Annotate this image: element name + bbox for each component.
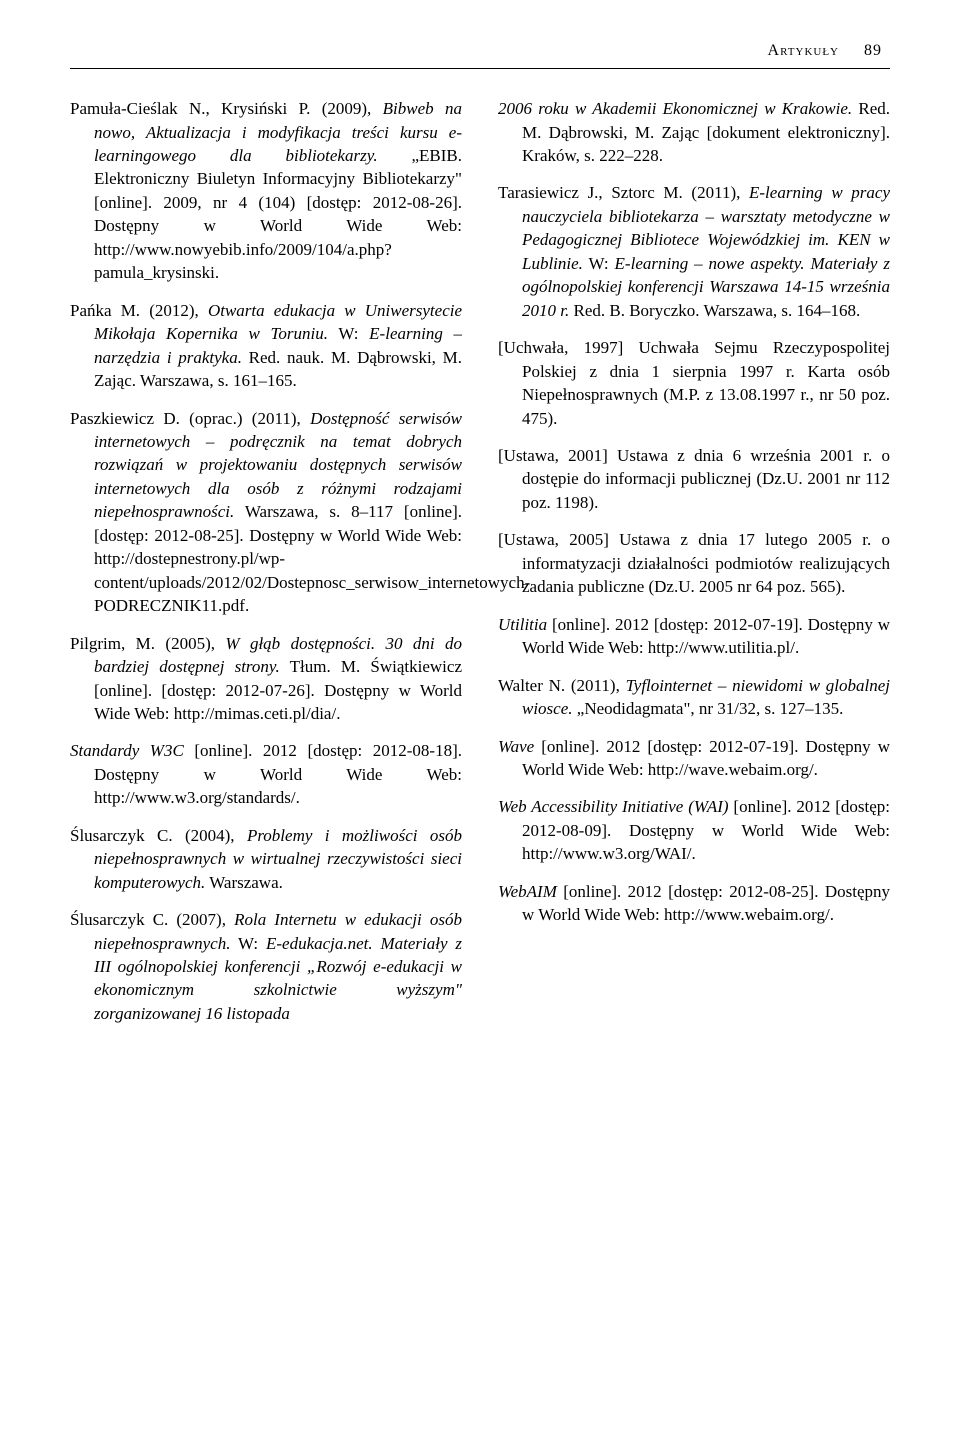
running-head-label: Artykuły [768, 42, 839, 59]
bibliography-entry: 2006 roku w Akademii Ekonomicznej w Krak… [498, 97, 890, 167]
bibliography-entry: Web Accessibility Initiative (WAI) [onli… [498, 795, 890, 865]
bibliography-entry: Standardy W3C [online]. 2012 [dostęp: 20… [70, 739, 462, 809]
left-column: Pamuła-Cieślak N., Krysiński P. (2009), … [70, 97, 462, 1039]
bibliography-entry: [Ustawa, 2001] Ustawa z dnia 6 września … [498, 444, 890, 514]
bibliography-entry: Paszkiewicz D. (oprac.) (2011), Dostępno… [70, 407, 462, 618]
bibliography-entry: Utilitia [online]. 2012 [dostęp: 2012-07… [498, 613, 890, 660]
right-column: 2006 roku w Akademii Ekonomicznej w Krak… [498, 97, 890, 1039]
bibliography-entry: [Uchwała, 1997] Uchwała Sejmu Rzeczyposp… [498, 336, 890, 430]
bibliography-entry: Pańka M. (2012), Otwarta edukacja w Uniw… [70, 299, 462, 393]
page-number: 89 [864, 42, 882, 59]
bibliography-columns: Pamuła-Cieślak N., Krysiński P. (2009), … [70, 97, 890, 1039]
bibliography-entry: Pilgrim, M. (2005), W głąb dostępności. … [70, 632, 462, 726]
bibliography-entry: WebAIM [online]. 2012 [dostęp: 2012-08-2… [498, 880, 890, 927]
bibliography-entry: Ślusarczyk C. (2004), Problemy i możliwo… [70, 824, 462, 894]
running-head: Artykuły 89 [70, 40, 890, 62]
bibliography-entry: Ślusarczyk C. (2007), Rola Internetu w e… [70, 908, 462, 1025]
bibliography-entry: Tarasiewicz J., Sztorc M. (2011), E-lear… [498, 181, 890, 322]
bibliography-entry: Walter N. (2011), Tyflointernet – niewid… [498, 674, 890, 721]
bibliography-entry: Pamuła-Cieślak N., Krysiński P. (2009), … [70, 97, 462, 285]
header-rule [70, 68, 890, 69]
bibliography-entry: Wave [online]. 2012 [dostęp: 2012-07-19]… [498, 735, 890, 782]
bibliography-entry: [Ustawa, 2005] Ustawa z dnia 17 lutego 2… [498, 528, 890, 598]
